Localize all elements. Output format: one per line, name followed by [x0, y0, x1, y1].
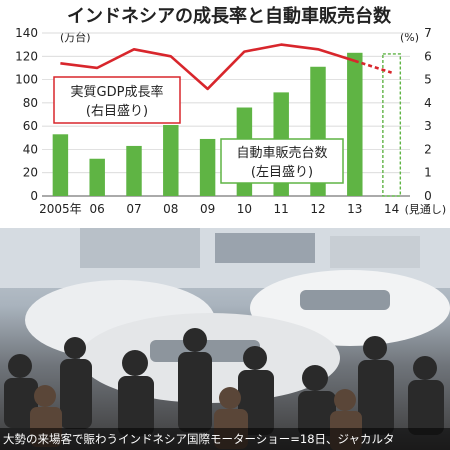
chart: インドネシアの成長率と自動車販売台数 (万台) (%) 0 20 40 60 80 100… — [15, 5, 447, 216]
right-tick-label: 6 — [424, 49, 432, 63]
left-tick-label: 40 — [23, 142, 38, 156]
right-tick-label: 2 — [424, 142, 432, 156]
bar-07 — [126, 145, 142, 196]
left-tick-label: 60 — [23, 119, 38, 133]
left-axis-label: (万台) — [60, 30, 91, 44]
x-tick-label: 08 — [163, 202, 178, 216]
left-tick-label: 100 — [15, 73, 38, 87]
forecast-box — [382, 53, 402, 197]
forecast-suffix-label: (見通し) — [405, 203, 447, 216]
right-axis-ticks: 0 1 2 3 4 5 6 7 — [424, 26, 432, 203]
left-tick-label: 0 — [30, 189, 38, 203]
right-tick-label: 4 — [424, 96, 432, 110]
bar-08 — [163, 124, 179, 196]
x-tick-label: 07 — [126, 202, 141, 216]
gdp-line — [60, 43, 392, 91]
x-axis-labels: 2005年 06 07 08 09 10 11 12 13 14 (見通し) — [39, 202, 446, 216]
photo-illustration — [0, 228, 450, 450]
x-tick-label: 2005年 — [39, 202, 82, 216]
right-tick-label: 7 — [424, 26, 432, 40]
left-tick-label: 140 — [15, 26, 38, 40]
x-tick-label: 13 — [347, 202, 362, 216]
bar-2005年 — [52, 134, 69, 196]
right-tick-label: 0 — [424, 189, 432, 203]
bar-09 — [199, 138, 216, 196]
sales-label-line1: 自動車販売台数 — [236, 145, 327, 161]
x-tick-label: 10 — [237, 202, 252, 216]
x-tick-label: 12 — [310, 202, 325, 216]
x-tick-label: 09 — [200, 202, 215, 216]
sales-label-line2: (左目盛り) — [251, 165, 313, 180]
x-tick-label: 14 — [384, 202, 399, 216]
left-axis-ticks: 0 20 40 60 80 100 120 140 — [15, 26, 38, 203]
gdp-label-box: 実質GDP成長率 (右目盛り) — [53, 76, 181, 124]
motor-show-photo: 大勢の来場客で賑わうインドネシア国際モーターショー=18日、ジャカルタ — [0, 228, 450, 450]
right-tick-label: 3 — [424, 119, 432, 133]
sales-label-box: 自動車販売台数 (左目盛り) — [220, 138, 344, 184]
right-axis-label: (%) — [400, 31, 419, 44]
left-tick-label: 20 — [23, 166, 38, 180]
right-tick-label: 1 — [424, 166, 432, 180]
bar-06 — [89, 158, 105, 196]
x-tick-label: 11 — [274, 202, 289, 216]
bar-13 — [347, 52, 363, 196]
photo-caption: 大勢の来場客で賑わうインドネシア国際モーターショー=18日、ジャカルタ — [0, 428, 450, 450]
left-tick-label: 80 — [23, 96, 38, 110]
chart-svg: インドネシアの成長率と自動車販売台数 (万台) (%) 020406080100… — [15, 5, 446, 216]
gdp-label-line2: (右目盛り) — [86, 104, 148, 119]
right-tick-label: 5 — [424, 73, 432, 87]
chart-title: インドネシアの成長率と自動車販売台数 — [67, 5, 392, 27]
forecast-bar-outline — [382, 53, 402, 197]
x-tick-label: 06 — [90, 202, 105, 216]
gdp-label-line1: 実質GDP成長率 — [71, 84, 164, 100]
left-tick-label: 120 — [15, 49, 38, 63]
